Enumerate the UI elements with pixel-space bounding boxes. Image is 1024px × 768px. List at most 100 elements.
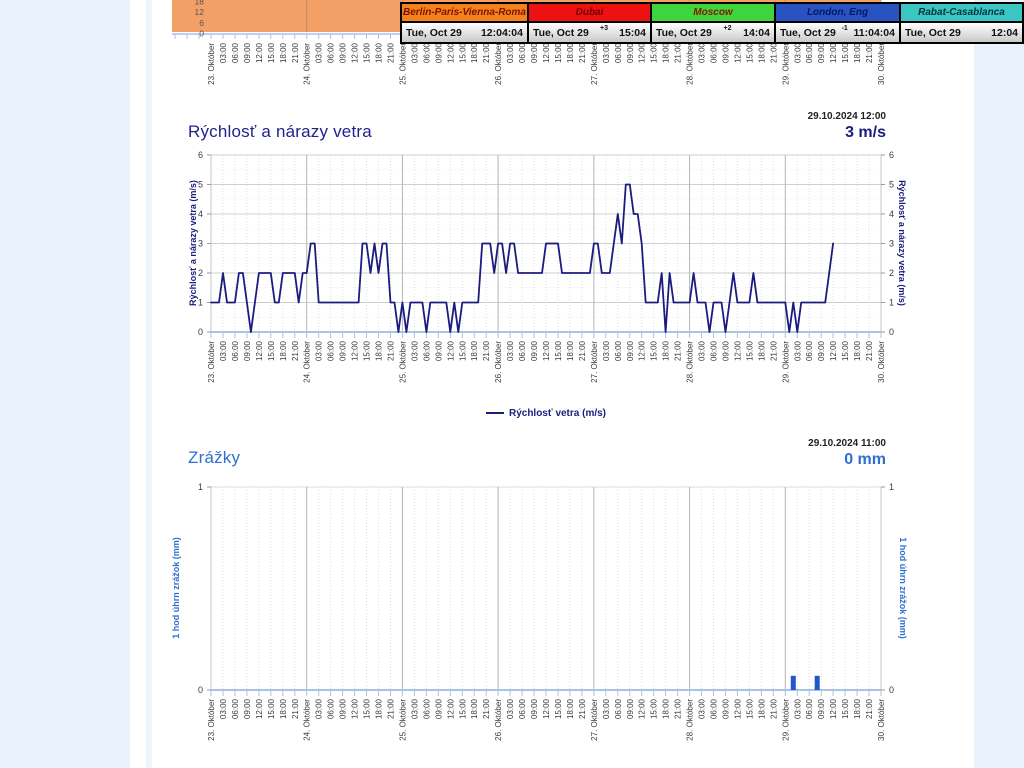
svg-text:06:00: 06:00 bbox=[614, 698, 623, 719]
svg-text:18:00: 18:00 bbox=[662, 698, 671, 719]
left-gutter-divider bbox=[146, 0, 152, 768]
svg-text:21:00: 21:00 bbox=[482, 42, 491, 63]
svg-text:28. Október: 28. Október bbox=[686, 43, 695, 85]
svg-text:15:00: 15:00 bbox=[554, 42, 563, 63]
svg-text:12:00: 12:00 bbox=[733, 698, 742, 719]
svg-text:18:00: 18:00 bbox=[757, 42, 766, 63]
svg-text:09:00: 09:00 bbox=[722, 42, 731, 63]
clock-column: Rabat-Casablanca Tue, Oct 29 12:04 bbox=[899, 4, 1022, 42]
svg-text:06:00: 06:00 bbox=[422, 42, 431, 63]
svg-text:03:00: 03:00 bbox=[506, 698, 515, 719]
svg-text:21:00: 21:00 bbox=[769, 42, 778, 63]
svg-text:15:00: 15:00 bbox=[745, 340, 754, 361]
svg-text:18:00: 18:00 bbox=[375, 698, 384, 719]
svg-text:0: 0 bbox=[889, 327, 894, 337]
svg-text:6: 6 bbox=[198, 150, 203, 160]
clock-date: Tue, Oct 29 bbox=[905, 26, 961, 39]
svg-text:21:00: 21:00 bbox=[865, 698, 874, 719]
clock-utc-offset: +3 bbox=[599, 25, 608, 32]
svg-text:21:00: 21:00 bbox=[578, 42, 587, 63]
svg-text:1 hod úhrn zrážok (mm): 1 hod úhrn zrážok (mm) bbox=[171, 537, 181, 639]
clock-city-name: Rabat-Casablanca bbox=[901, 4, 1022, 23]
svg-text:30. Október: 30. Október bbox=[877, 43, 886, 85]
svg-text:27. Október: 27. Október bbox=[590, 341, 599, 383]
svg-text:28. Október: 28. Október bbox=[686, 341, 695, 383]
clock-time-row: Tue, Oct 29 -1 11:04:04 bbox=[776, 23, 899, 42]
svg-text:12:00: 12:00 bbox=[733, 42, 742, 63]
svg-text:29. Október: 29. Október bbox=[781, 43, 790, 85]
svg-text:26. Október: 26. Október bbox=[494, 341, 503, 383]
svg-text:12:00: 12:00 bbox=[638, 340, 647, 361]
svg-text:18:00: 18:00 bbox=[470, 340, 479, 361]
svg-text:06:00: 06:00 bbox=[805, 42, 814, 63]
svg-text:06:00: 06:00 bbox=[422, 340, 431, 361]
svg-text:03:00: 03:00 bbox=[793, 42, 802, 63]
svg-text:12:00: 12:00 bbox=[829, 340, 838, 361]
svg-text:15:00: 15:00 bbox=[554, 698, 563, 719]
svg-text:09:00: 09:00 bbox=[817, 698, 826, 719]
svg-text:23. Október: 23. Október bbox=[207, 341, 216, 383]
svg-text:09:00: 09:00 bbox=[434, 340, 443, 361]
svg-text:06:00: 06:00 bbox=[327, 698, 336, 719]
svg-text:1: 1 bbox=[889, 482, 894, 492]
svg-text:21:00: 21:00 bbox=[674, 340, 683, 361]
svg-text:12:00: 12:00 bbox=[733, 340, 742, 361]
svg-text:03:00: 03:00 bbox=[315, 340, 324, 361]
svg-text:03:00: 03:00 bbox=[793, 340, 802, 361]
svg-text:5: 5 bbox=[198, 180, 203, 190]
svg-text:06:00: 06:00 bbox=[327, 340, 336, 361]
svg-text:15:00: 15:00 bbox=[267, 340, 276, 361]
svg-text:15:00: 15:00 bbox=[650, 340, 659, 361]
svg-text:15:00: 15:00 bbox=[745, 42, 754, 63]
svg-text:1: 1 bbox=[198, 298, 203, 308]
svg-text:03:00: 03:00 bbox=[602, 340, 611, 361]
svg-text:09:00: 09:00 bbox=[243, 42, 252, 63]
clock-date: Tue, Oct 29 bbox=[656, 26, 712, 39]
svg-text:12:00: 12:00 bbox=[542, 42, 551, 63]
svg-text:21:00: 21:00 bbox=[482, 698, 491, 719]
wind-chart-legend: Rýchlosť vetra (m/s) bbox=[211, 401, 881, 419]
svg-text:3: 3 bbox=[889, 239, 894, 249]
svg-text:15:00: 15:00 bbox=[363, 42, 372, 63]
clock-time: 12:04 bbox=[991, 26, 1018, 39]
svg-text:29. Október: 29. Október bbox=[781, 341, 790, 383]
svg-text:03:00: 03:00 bbox=[698, 340, 707, 361]
svg-text:09:00: 09:00 bbox=[817, 340, 826, 361]
svg-text:06:00: 06:00 bbox=[805, 340, 814, 361]
wind-chart-timestamp: 29.10.2024 12:00 bbox=[807, 111, 886, 122]
svg-text:06:00: 06:00 bbox=[710, 42, 719, 63]
svg-text:3: 3 bbox=[198, 239, 203, 249]
svg-text:06:00: 06:00 bbox=[614, 340, 623, 361]
left-gutter-band bbox=[130, 0, 146, 768]
svg-text:26. Október: 26. Október bbox=[494, 43, 503, 85]
svg-text:09:00: 09:00 bbox=[243, 698, 252, 719]
svg-text:15:00: 15:00 bbox=[363, 698, 372, 719]
svg-text:15:00: 15:00 bbox=[745, 698, 754, 719]
svg-text:09:00: 09:00 bbox=[626, 42, 635, 63]
svg-text:12: 12 bbox=[195, 7, 205, 17]
svg-text:09:00: 09:00 bbox=[530, 42, 539, 63]
svg-text:25. Október: 25. Október bbox=[398, 43, 407, 85]
precipitation-chart: 0 0 1 1 1 hod úhrn zrážok (mm) 1 hod úhrn zrá… bbox=[171, 482, 908, 741]
svg-text:29. Október: 29. Október bbox=[781, 699, 790, 741]
svg-text:09:00: 09:00 bbox=[434, 698, 443, 719]
svg-text:15:00: 15:00 bbox=[458, 698, 467, 719]
svg-text:06:00: 06:00 bbox=[518, 340, 527, 361]
svg-text:1 hod úhrn zrážok (mm): 1 hod úhrn zrážok (mm) bbox=[898, 537, 908, 639]
clock-column: London, Eng Tue, Oct 29 -1 11:04:04 bbox=[774, 4, 899, 42]
svg-text:12:00: 12:00 bbox=[351, 340, 360, 361]
svg-text:Rýchlosť a nárazy vetra (m/s): Rýchlosť a nárazy vetra (m/s) bbox=[188, 180, 198, 306]
wind-speed-chart: 0 0 1 1 2 2 3 3 4 4 5 5 6 6 Rýchlosť a nárazy vetra (m… bbox=[188, 150, 907, 383]
svg-text:06:00: 06:00 bbox=[231, 340, 240, 361]
svg-text:03:00: 03:00 bbox=[315, 42, 324, 63]
svg-text:06:00: 06:00 bbox=[710, 340, 719, 361]
svg-text:18:00: 18:00 bbox=[853, 42, 862, 63]
svg-text:12:00: 12:00 bbox=[351, 698, 360, 719]
svg-text:21:00: 21:00 bbox=[387, 698, 396, 719]
svg-text:27. Október: 27. Október bbox=[590, 699, 599, 741]
svg-text:09:00: 09:00 bbox=[722, 698, 731, 719]
svg-text:24. Október: 24. Október bbox=[303, 341, 312, 383]
svg-text:21:00: 21:00 bbox=[865, 42, 874, 63]
svg-text:18:00: 18:00 bbox=[566, 340, 575, 361]
